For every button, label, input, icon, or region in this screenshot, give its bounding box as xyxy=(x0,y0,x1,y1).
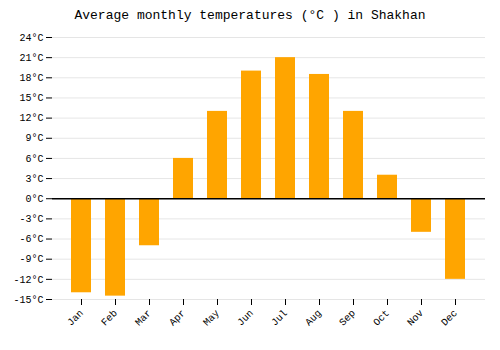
svg-text:Oct: Oct xyxy=(371,308,392,329)
svg-text:Jan: Jan xyxy=(65,308,86,329)
svg-text:Mar: Mar xyxy=(133,308,154,329)
svg-text:24°C: 24°C xyxy=(19,33,43,44)
svg-text:-15°C: -15°C xyxy=(13,295,43,306)
svg-text:Feb: Feb xyxy=(99,308,120,329)
svg-text:-6°C: -6°C xyxy=(19,234,43,245)
svg-text:Sep: Sep xyxy=(337,308,358,329)
svg-text:18°C: 18°C xyxy=(19,73,43,84)
svg-text:-9°C: -9°C xyxy=(19,254,43,265)
svg-text:Nov: Nov xyxy=(405,308,426,329)
svg-text:3°C: 3°C xyxy=(25,174,43,185)
svg-text:12°C: 12°C xyxy=(19,113,43,124)
svg-text:9°C: 9°C xyxy=(25,133,43,144)
svg-text:Dec: Dec xyxy=(439,308,460,329)
svg-text:6°C: 6°C xyxy=(25,154,43,165)
svg-text:Apr: Apr xyxy=(167,308,188,329)
svg-text:15°C: 15°C xyxy=(19,93,43,104)
svg-text:-12°C: -12°C xyxy=(13,275,43,286)
svg-text:0°C: 0°C xyxy=(25,194,43,205)
svg-text:Jun: Jun xyxy=(235,308,256,329)
svg-text:-3°C: -3°C xyxy=(19,214,43,225)
svg-text:21°C: 21°C xyxy=(19,53,43,64)
svg-text:May: May xyxy=(201,308,222,329)
html-text:Average monthly temperatures (: Average monthly temperatures (°C ) in Sh… xyxy=(74,8,426,23)
svg-text:Jul: Jul xyxy=(269,308,290,329)
svg-text:Aug: Aug xyxy=(303,308,324,329)
